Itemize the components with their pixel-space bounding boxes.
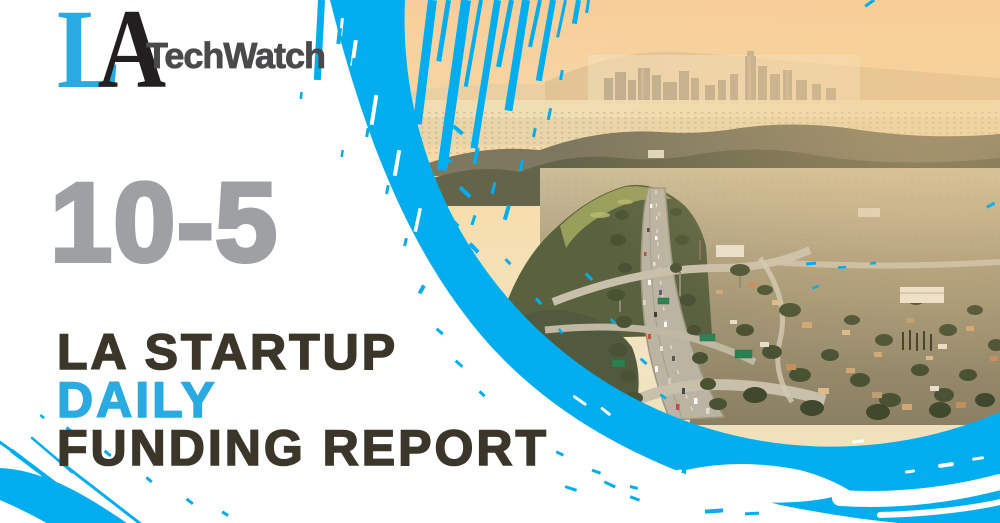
report-date: 10-5 xyxy=(48,158,279,287)
band-white-nicks xyxy=(339,17,422,233)
logo-letter-a: A xyxy=(97,0,167,112)
inner-spatter xyxy=(443,0,996,433)
banner-title: LA STARTUP DAILY FUNDING REPORT xyxy=(56,324,549,476)
logo-letter-l: L xyxy=(57,0,121,112)
outer-spatter xyxy=(299,57,639,492)
corner-brush-stroke xyxy=(0,413,229,523)
latechwatch-logo: LA xyxy=(57,0,166,106)
logo-wordmark: TechWatch xyxy=(146,35,327,77)
title-line-1: LA STARTUP xyxy=(56,324,399,380)
title-line-2: DAILY xyxy=(56,372,218,428)
paint-drips xyxy=(313,0,590,226)
band-white-streaks xyxy=(572,395,1000,518)
title-line-3: FUNDING REPORT xyxy=(56,420,549,476)
